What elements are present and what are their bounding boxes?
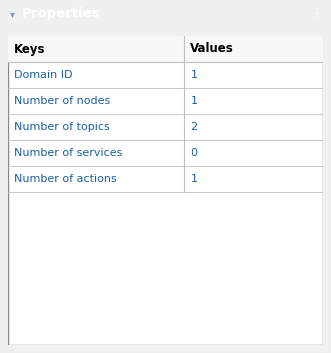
Text: Keys: Keys — [14, 42, 45, 55]
Text: Number of nodes: Number of nodes — [14, 96, 110, 106]
Text: ▾: ▾ — [10, 9, 15, 19]
Text: Number of actions: Number of actions — [14, 174, 117, 184]
Text: 1: 1 — [190, 174, 197, 184]
Text: 1: 1 — [190, 70, 197, 80]
Text: ⋮: ⋮ — [310, 7, 323, 20]
Text: Domain ID: Domain ID — [14, 70, 72, 80]
Text: Properties: Properties — [22, 7, 101, 20]
Bar — [8, 36, 323, 62]
Text: Values: Values — [190, 42, 234, 55]
Text: Number of services: Number of services — [14, 148, 122, 158]
Text: 1: 1 — [190, 96, 197, 106]
Text: 0: 0 — [190, 148, 197, 158]
Text: Number of topics: Number of topics — [14, 122, 110, 132]
Text: 2: 2 — [190, 122, 198, 132]
